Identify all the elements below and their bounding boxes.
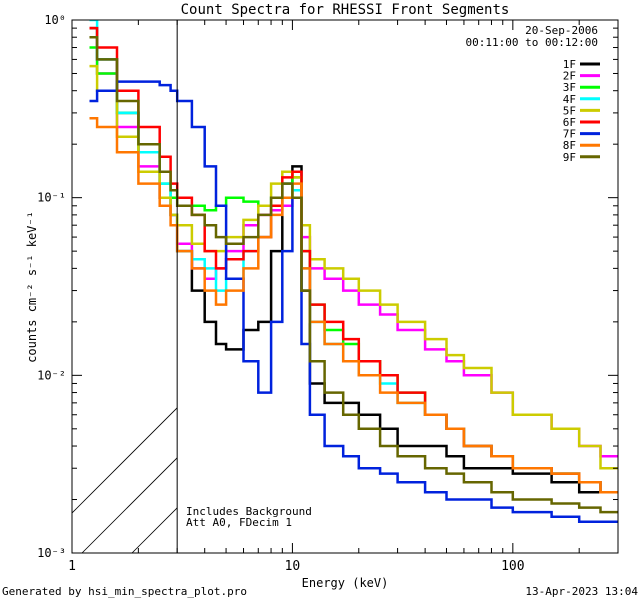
legend-label-8f: 8F [563, 139, 576, 152]
x-axis-label: Energy (keV) [302, 576, 389, 590]
series-line-5f [89, 64, 618, 470]
series-line-9f [89, 35, 618, 514]
y-tick-label-1e-1: 10⁻¹ [37, 191, 66, 205]
series-group [89, 20, 618, 523]
legend-label-4f: 4F [563, 93, 576, 106]
annotation-attenuator: Att A0, FDecim 1 [186, 516, 292, 529]
header-date: 20-Sep-2006 [525, 24, 598, 37]
hatch-line [81, 457, 178, 553]
hatch-line [632, 20, 640, 553]
series-line-8f [89, 116, 618, 494]
axis-ticks [71, 19, 619, 554]
legend-label-1f: 1F [563, 58, 576, 71]
x-tick-label-1: 1 [68, 559, 76, 574]
footer-timestamp: 13-Apr-2023 13:04 [525, 585, 638, 598]
series-line-4f [89, 20, 618, 494]
series-line-2f [89, 35, 618, 458]
legend-label-5f: 5F [563, 104, 576, 117]
legend-label-3f: 3F [563, 81, 576, 94]
plot-frame [71, 19, 619, 554]
annotation-includes-background: Includes Background [186, 505, 312, 518]
legend-label-6f: 6F [563, 116, 576, 129]
hatch-line [72, 407, 178, 514]
series-line-7f [89, 80, 618, 523]
legend-label-9f: 9F [563, 151, 576, 164]
header-time-range: 00:11:00 to 00:12:00 [466, 36, 598, 49]
series-line-6f [89, 26, 618, 494]
legend-label-2f: 2F [563, 70, 576, 83]
y-tick-label-1e-2: 10⁻² [37, 368, 66, 382]
y-tick-label-1e-3: 10⁻³ [37, 546, 66, 560]
hatch-line [382, 20, 640, 553]
y-tick-label-1e0: 10⁰ [44, 13, 66, 27]
x-tick-label-10: 10 [285, 559, 301, 574]
series-line-3f [89, 46, 618, 494]
series-line-1f [89, 26, 618, 494]
chart-title: Count Spectra for RHESSI Front Segments [181, 2, 510, 18]
legend-label-7f: 7F [563, 128, 576, 141]
background-hatch-region [72, 20, 640, 553]
x-tick-label-100: 100 [501, 559, 524, 574]
footer-generated-by: Generated by hsi_min_spectra_plot.pro [2, 585, 247, 598]
y-axis-label: counts cm⁻² s⁻¹ keV⁻¹ [25, 211, 39, 363]
